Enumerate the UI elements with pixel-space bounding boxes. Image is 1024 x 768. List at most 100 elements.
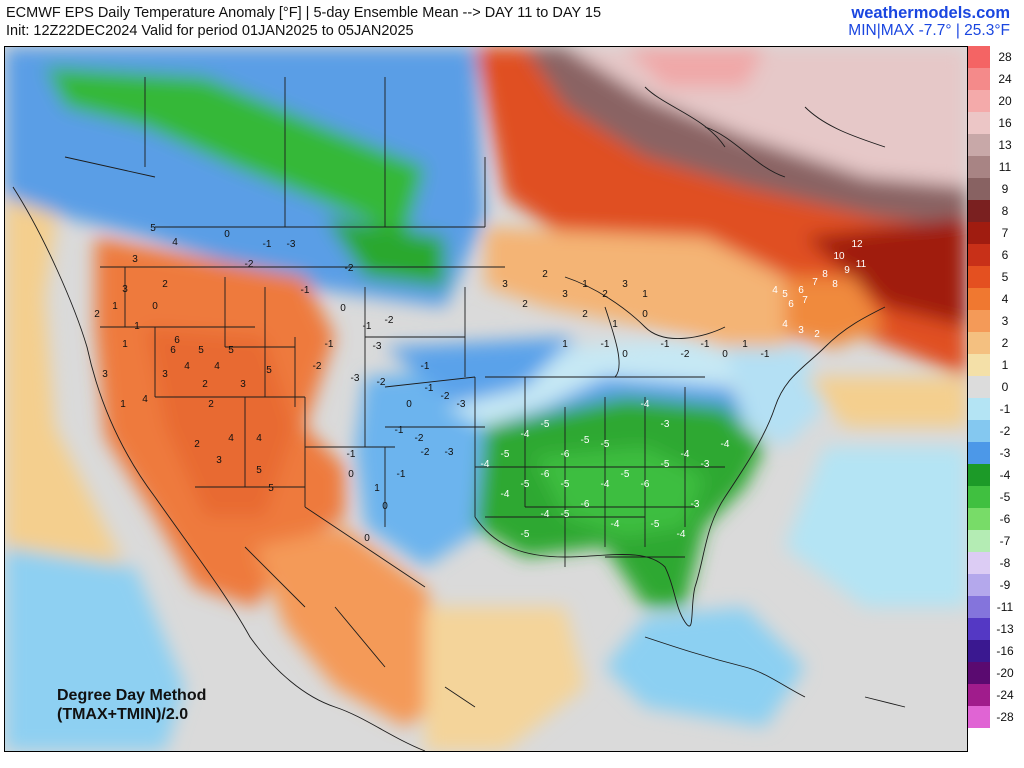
anomaly-value-label: -2: [441, 391, 450, 402]
anomaly-value-label: -1: [421, 361, 430, 372]
legend-label: 16: [998, 116, 1012, 130]
legend-swatch: [968, 398, 990, 420]
anomaly-value-label: 6: [170, 345, 176, 356]
anomaly-value-label: -4: [541, 509, 550, 520]
brand-link[interactable]: weathermodels.com: [851, 4, 1010, 22]
legend-swatch: [968, 420, 990, 442]
anomaly-value-label: 2: [202, 379, 208, 390]
anomaly-value-label: 1: [612, 319, 618, 330]
anomaly-value-label: 3: [798, 325, 804, 336]
anomaly-value-label: 6: [788, 299, 794, 310]
anomaly-value-label: 8: [832, 279, 838, 290]
anomaly-value-label: -1: [325, 339, 334, 350]
anomaly-value-label: 4: [142, 394, 148, 405]
anomaly-value-label: 3: [216, 455, 222, 466]
legend-swatch: [968, 574, 990, 596]
legend-label: -28: [996, 710, 1014, 724]
legend-swatch: [968, 706, 990, 728]
anomaly-value-label: 0: [642, 309, 648, 320]
anomaly-value-label: 2: [208, 399, 214, 410]
legend-label: 3: [1001, 314, 1009, 328]
legend-label: -1: [999, 402, 1011, 416]
anomaly-value-label: 2: [522, 299, 528, 310]
legend-label: -24: [996, 688, 1014, 702]
anomaly-value-label: 2: [94, 309, 100, 320]
legend-label: -20: [996, 666, 1014, 680]
boundaries: [12, 77, 906, 751]
anomaly-value-label: -5: [661, 459, 670, 470]
state-borders-east: [475, 376, 725, 567]
anomaly-value-label: -2: [313, 361, 322, 372]
anomaly-value-label: 2: [194, 439, 200, 450]
legend-label: 8: [1001, 204, 1009, 218]
anomaly-value-label: 3: [562, 289, 568, 300]
anomaly-value-label: 8: [822, 269, 828, 280]
anomaly-value-label: 3: [162, 369, 168, 380]
anomaly-value-label: -2: [345, 263, 354, 274]
legend-label: -6: [999, 512, 1011, 526]
anomaly-value-label: -1: [301, 285, 310, 296]
legend-swatch: [968, 134, 990, 156]
anomaly-value-label: 1: [742, 339, 748, 350]
legend-swatch: [968, 530, 990, 552]
anomaly-value-label: 7: [802, 295, 808, 306]
anomaly-value-label: -2: [681, 349, 690, 360]
anomaly-value-label: -1: [263, 239, 272, 250]
legend-label: -16: [996, 644, 1014, 658]
legend-swatch: [968, 46, 990, 68]
anomaly-value-label: 5: [198, 345, 204, 356]
caribbean-islands: [644, 636, 906, 708]
legend-label: 5: [1001, 270, 1009, 284]
anomaly-value-label: 5: [782, 289, 788, 300]
legend-swatch: [968, 178, 990, 200]
legend-swatch: [968, 464, 990, 486]
anomaly-value-label: 7: [812, 277, 818, 288]
legend-label: 9: [1001, 182, 1009, 196]
anomaly-value-label: 4: [228, 433, 234, 444]
anomaly-value-label: 9: [844, 265, 850, 276]
anomaly-value-label: -5: [651, 519, 660, 530]
legend-swatch: [968, 376, 990, 398]
anomaly-value-label: -2: [245, 259, 254, 270]
anomaly-value-label: -6: [541, 469, 550, 480]
minmax-readout: MIN|MAX -7.7° | 25.3°F: [848, 22, 1010, 39]
anomaly-value-label: 12: [851, 239, 863, 250]
anomaly-value-label: -4: [721, 439, 730, 450]
anomaly-value-label: -3: [691, 499, 700, 510]
anomaly-value-label: 1: [120, 399, 126, 410]
anomaly-value-label: -6: [561, 449, 570, 460]
anomaly-value-label: -4: [681, 449, 690, 460]
anomaly-value-label: 1: [134, 321, 140, 332]
anomaly-value-label: 2: [814, 329, 820, 340]
anomaly-value-label: 0: [152, 301, 158, 312]
title-line-2: Init: 12Z22DEC2024 Valid for period 01JA…: [6, 23, 414, 39]
anomaly-value-label: 1: [122, 339, 128, 350]
legend-label: 13: [998, 138, 1012, 152]
legend-label: 6: [1001, 248, 1009, 262]
anomaly-value-label: 0: [340, 303, 346, 314]
legend-label: 1: [1001, 358, 1009, 372]
legend-swatch: [968, 200, 990, 222]
state-borders-west: [100, 266, 505, 527]
legend-swatch: [968, 486, 990, 508]
anomaly-value-label: -5: [501, 449, 510, 460]
anomaly-value-label: 3: [622, 279, 628, 290]
anomaly-value-label: -5: [521, 529, 530, 540]
anomaly-value-label: 1: [562, 339, 568, 350]
anomaly-value-label: 0: [382, 501, 388, 512]
title-line-1: ECMWF EPS Daily Temperature Anomaly [°F]…: [6, 5, 602, 21]
anomaly-value-label: -3: [661, 419, 670, 430]
anomaly-value-label: 1: [112, 301, 118, 312]
anomaly-value-label: 4: [172, 237, 178, 248]
anomaly-value-label: 0: [722, 349, 728, 360]
legend-swatch: [968, 442, 990, 464]
legend-label: -5: [999, 490, 1011, 504]
legend-swatch: [968, 222, 990, 244]
legend-swatch: [968, 354, 990, 376]
anomaly-value-label: -1: [701, 339, 710, 350]
anomaly-value-label: 2: [582, 309, 588, 320]
anomaly-fields: [5, 47, 967, 751]
anomaly-value-label: 2: [162, 279, 168, 290]
anomaly-value-label: -2: [377, 377, 386, 388]
legend-swatch: [968, 90, 990, 112]
